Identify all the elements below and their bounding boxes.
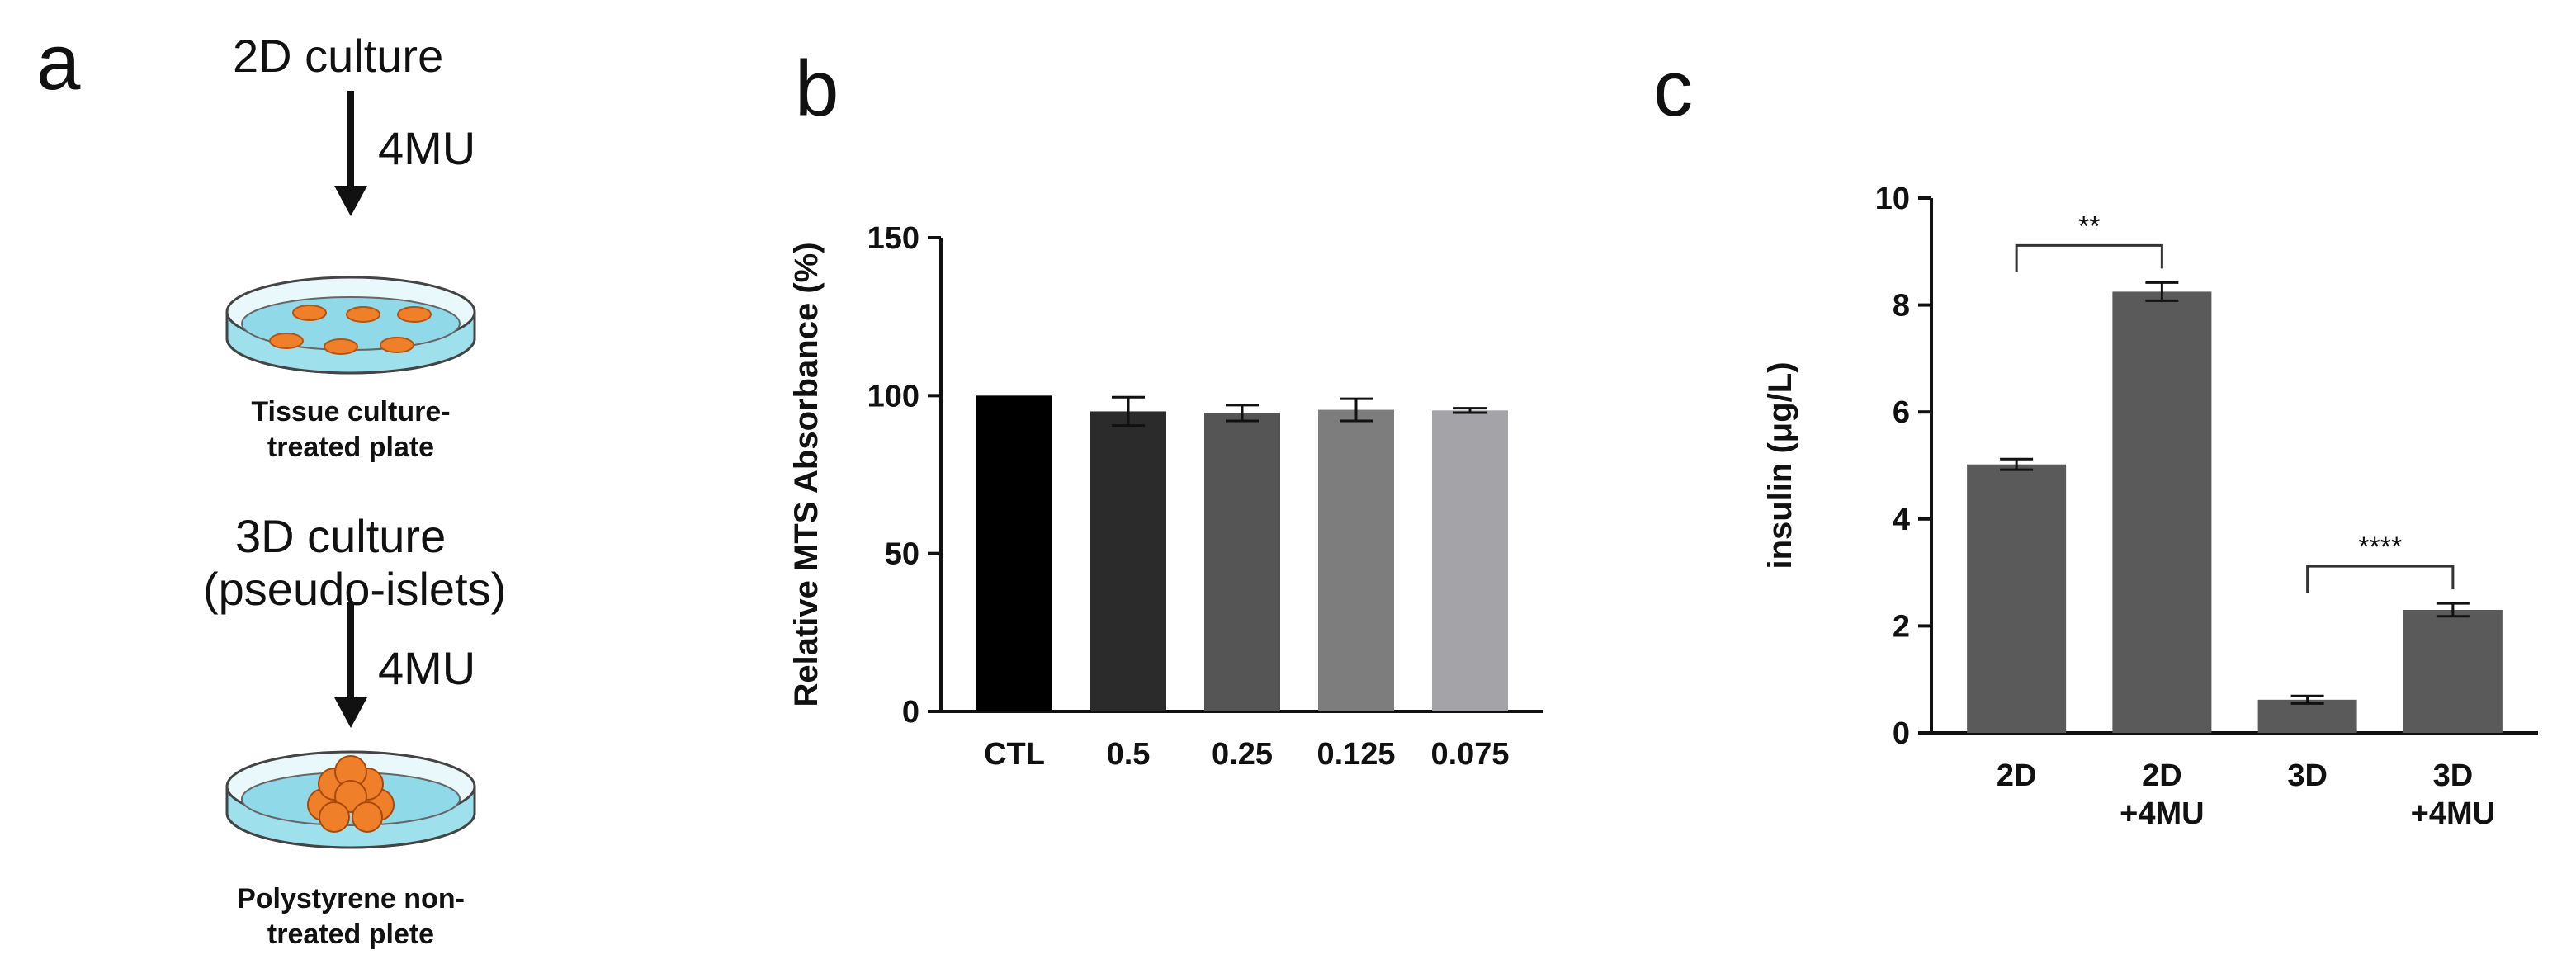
significance-bracket — [2015, 243, 2163, 272]
bar — [1090, 411, 1166, 711]
bar — [1432, 410, 1508, 711]
y-axis-title: Relative MTS Absorbance (%) — [788, 242, 825, 706]
cell-icon — [380, 337, 414, 353]
arrow-2-head — [334, 697, 367, 728]
step2-label-line1: 3D culture — [235, 510, 447, 562]
y-tick-label: 0 — [902, 695, 919, 730]
y-axis-title: insulin (μg/L) — [1762, 361, 1798, 569]
bar — [976, 395, 1052, 711]
bar — [2403, 609, 2503, 733]
dish-2-icon — [225, 750, 476, 849]
y-tick-label: 6 — [1893, 395, 1910, 430]
panel-b-letter: b — [795, 45, 839, 133]
dish1-caption-line2: treated plate — [267, 431, 435, 463]
x-tick-label: 3D — [2287, 758, 2328, 793]
y-tick-label: 2 — [1893, 609, 1910, 644]
x-tick-label: 3D — [2433, 758, 2474, 793]
y-tick-label: 10 — [1875, 182, 1910, 216]
significance-bracket — [2306, 565, 2455, 593]
step1-label: 2D culture — [233, 30, 444, 82]
y-tick-label: 100 — [867, 379, 919, 413]
x-tick-label: 0.25 — [1212, 737, 1273, 772]
panel-c-letter: c — [1653, 45, 1693, 133]
bar — [1318, 409, 1394, 711]
dish2-caption-line1: Polystyrene non- — [237, 883, 465, 914]
y-tick-label: 4 — [1893, 503, 1910, 537]
significance-label: **** — [2358, 532, 2402, 563]
cell-icon — [269, 333, 304, 349]
x-tick-label: 2D — [2142, 758, 2182, 793]
dish1-caption-line1: Tissue culture- — [251, 396, 451, 428]
y-tick-label: 50 — [885, 537, 919, 572]
dish2-caption-line2: treated plete — [267, 918, 435, 950]
bar — [2112, 291, 2212, 733]
arrow2-label: 4MU — [378, 642, 476, 694]
significance-label: ** — [2078, 210, 2100, 242]
x-tick-label: 0.125 — [1316, 737, 1395, 772]
dish2-caption: Polystyrene non- treated plete — [202, 881, 499, 952]
cell-icon — [346, 306, 380, 323]
dish-1-icon — [225, 276, 476, 375]
pseudo-islet-icon — [307, 755, 395, 833]
x-tick-label: 0.5 — [1107, 737, 1151, 772]
x-tick-label: 2D — [1997, 758, 2037, 793]
cell-icon — [292, 305, 327, 321]
x-tick-label: +4MU — [2411, 796, 2495, 831]
y-tick-label: 8 — [1893, 289, 1910, 324]
cell-icon — [324, 338, 358, 355]
y-tick-label: 150 — [867, 221, 919, 256]
x-tick-label: CTL — [984, 737, 1045, 772]
dish1-caption: Tissue culture- treated plate — [202, 395, 499, 465]
x-tick-label: +4MU — [2120, 796, 2204, 831]
arrow1-label: 4MU — [378, 122, 476, 174]
bar — [1204, 413, 1280, 711]
x-tick-label: 0.075 — [1430, 737, 1509, 772]
y-tick-label: 0 — [1893, 716, 1910, 751]
bar — [1967, 464, 2067, 733]
cell-icon — [397, 306, 432, 323]
step2-label-line2: (pseudo-islets) — [203, 563, 507, 615]
arrow-1-head — [334, 186, 367, 216]
panel-a-letter: a — [36, 18, 81, 106]
bar — [2257, 699, 2357, 733]
